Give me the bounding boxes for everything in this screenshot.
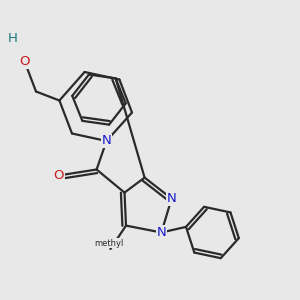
Text: methyl: methyl [94, 238, 124, 247]
Text: N: N [102, 134, 111, 148]
Text: H: H [8, 32, 17, 45]
Text: O: O [53, 169, 64, 182]
Text: N: N [167, 192, 176, 205]
Text: N: N [157, 226, 166, 239]
Text: O: O [20, 55, 30, 68]
